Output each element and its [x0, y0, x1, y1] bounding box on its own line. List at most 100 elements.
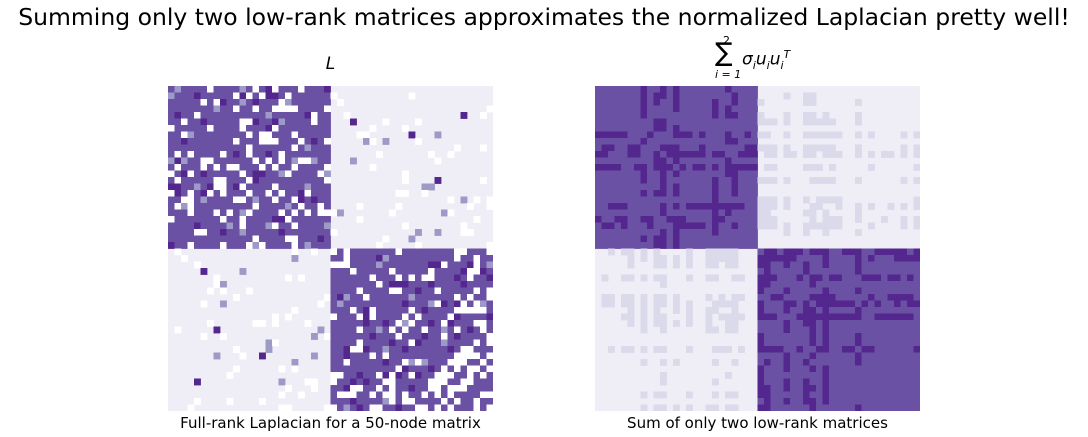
- heatmap-cell: [291, 242, 299, 249]
- heatmap-cell: [194, 222, 201, 230]
- heatmap-cell: [699, 177, 706, 184]
- heatmap-cell: [480, 333, 487, 340]
- heatmap-cell: [803, 261, 810, 269]
- heatmap-cell: [239, 209, 247, 217]
- heatmap-cell: [679, 229, 687, 236]
- heatmap-cell: [829, 326, 836, 334]
- heatmap-cell: [207, 157, 214, 165]
- heatmap-cell: [408, 235, 416, 243]
- heatmap-cell: [640, 242, 648, 249]
- heatmap-cell: [467, 346, 474, 353]
- heatmap-cell: [653, 300, 661, 308]
- heatmap-cell: [842, 391, 849, 399]
- heatmap-cell: [402, 274, 409, 282]
- heatmap-cell: [829, 274, 836, 282]
- heatmap-cell: [376, 359, 383, 366]
- heatmap-cell: [239, 177, 247, 184]
- heatmap-cell: [809, 255, 817, 262]
- heatmap-cell: [803, 222, 810, 230]
- heatmap-cell: [395, 365, 403, 373]
- heatmap-cell: [809, 164, 817, 171]
- heatmap-cell: [252, 112, 260, 119]
- heatmap-cell: [194, 216, 201, 223]
- heatmap-cell: [900, 346, 908, 353]
- heatmap-cell: [356, 385, 364, 392]
- heatmap-cell: [447, 274, 455, 282]
- heatmap-cell: [725, 190, 732, 197]
- heatmap-cell: [731, 320, 739, 327]
- heatmap-cell: [647, 138, 654, 145]
- heatmap-cell: [402, 391, 409, 399]
- heatmap-cell: [679, 157, 687, 165]
- heatmap-cell: [621, 131, 628, 139]
- heatmap-cell: [421, 326, 429, 334]
- heatmap-cell: [738, 131, 745, 139]
- heatmap-cell: [757, 359, 765, 366]
- heatmap-cell: [291, 359, 299, 366]
- heatmap-cell: [790, 326, 797, 334]
- heatmap-cell: [790, 346, 797, 353]
- heatmap-cell: [194, 131, 201, 139]
- heatmap-cell: [705, 164, 713, 171]
- heatmap-cell: [770, 372, 778, 379]
- heatmap-cell: [881, 404, 888, 411]
- heatmap-cell: [434, 326, 442, 334]
- heatmap-cell: [731, 216, 739, 223]
- heatmap-cell: [220, 177, 227, 184]
- heatmap-cell: [653, 131, 661, 139]
- heatmap-cell: [725, 144, 732, 152]
- heatmap-cell: [291, 196, 299, 204]
- heatmap-cell: [441, 378, 448, 386]
- heatmap-cell: [246, 157, 253, 165]
- heatmap-cell: [441, 274, 448, 282]
- heatmap-cell: [330, 209, 338, 217]
- heatmap-cell: [460, 274, 468, 282]
- heatmap-cell: [803, 352, 810, 360]
- heatmap-cell: [764, 261, 771, 269]
- heatmap-cell: [725, 229, 732, 236]
- heatmap-cell: [770, 385, 778, 392]
- heatmap-cell: [783, 112, 791, 119]
- heatmap-cell: [259, 190, 266, 197]
- heatmap-cell: [822, 112, 830, 119]
- heatmap-cell: [363, 138, 370, 145]
- heatmap-cell: [226, 99, 234, 106]
- heatmap-cell: [699, 86, 706, 93]
- heatmap-cell: [757, 131, 765, 139]
- heatmap-cell: [744, 229, 752, 236]
- heatmap-cell: [486, 391, 493, 399]
- heatmap-cell: [653, 105, 661, 113]
- heatmap-cell: [395, 281, 403, 288]
- heatmap-cell: [731, 235, 739, 243]
- heatmap-cell: [777, 391, 784, 399]
- heatmap-cell: [389, 268, 396, 275]
- heatmap-cell: [829, 164, 836, 171]
- heatmap-cell: [660, 313, 667, 321]
- heatmap-cell: [460, 255, 468, 262]
- heatmap-cell: [187, 164, 195, 171]
- heatmap-cell: [376, 274, 383, 282]
- heatmap-cell: [796, 346, 804, 353]
- heatmap-cell: [317, 235, 325, 243]
- heatmap-cell: [480, 313, 487, 321]
- heatmap-cell: [467, 352, 474, 360]
- heatmap-cell: [447, 151, 455, 158]
- heatmap-cell: [311, 222, 318, 230]
- heatmap-cell: [881, 372, 888, 379]
- heatmap-cell: [686, 92, 693, 100]
- heatmap-cell: [731, 307, 739, 314]
- heatmap-cell: [653, 255, 661, 262]
- heatmap-cell: [679, 177, 687, 184]
- heatmap-cell: [731, 151, 739, 158]
- heatmap-cell: [738, 190, 745, 197]
- heatmap-cell: [692, 229, 700, 236]
- heatmap-cell: [868, 281, 875, 288]
- heatmap-cell: [460, 333, 468, 340]
- heatmap-cell: [757, 320, 765, 327]
- heatmap-cell: [168, 138, 175, 145]
- heatmap-cell: [601, 235, 609, 243]
- heatmap-cell: [486, 378, 493, 386]
- heatmap-cell: [278, 391, 286, 399]
- heatmap-cell: [356, 365, 364, 373]
- heatmap-cell: [200, 183, 208, 191]
